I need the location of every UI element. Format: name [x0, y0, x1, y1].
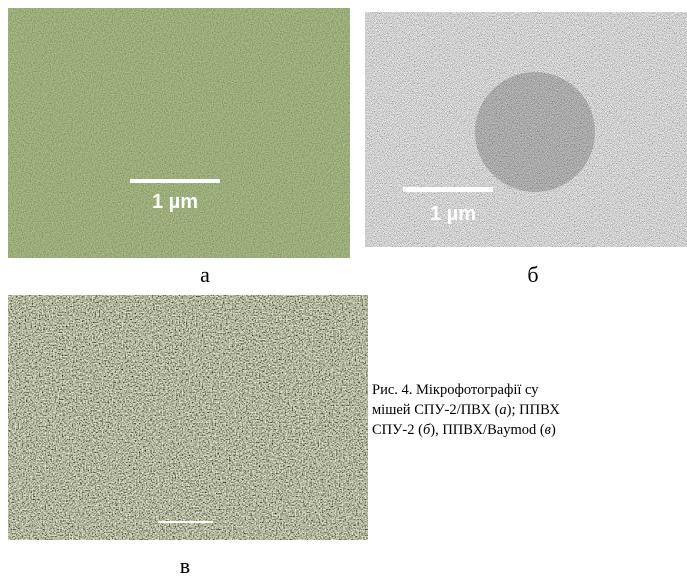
page: 1 µm 1 µm а б в Рис. 4. Мікрофотографії …: [0, 0, 687, 580]
caption-line: мішей СПУ-2/ПВХ (а); ППВХ: [372, 400, 560, 420]
panel-label: а: [185, 262, 225, 288]
caption-italic: а: [499, 402, 506, 418]
scale-label: 1 µm: [430, 203, 476, 225]
caption-line: Рис. 4. Мікрофотографії су: [372, 380, 560, 400]
micrograph-b: 1 µm: [365, 12, 687, 247]
scale-bar: [158, 521, 213, 523]
panel-label: б: [513, 262, 553, 288]
texture: [8, 295, 368, 540]
caption-text: ): [551, 422, 556, 438]
scale-label: 1 µm: [152, 191, 198, 213]
shade: [475, 72, 595, 192]
micrograph-c: [8, 295, 368, 540]
caption-line: СПУ-2 (б), ППВХ/Baymod (в): [372, 420, 560, 440]
micrograph-a: 1 µm: [8, 8, 350, 258]
caption-text: Рис. 4. Мікрофотографії су: [372, 382, 539, 398]
scale-bar: [403, 187, 493, 192]
texture: [8, 8, 350, 258]
caption-text: мішей СПУ-2/ПВХ (: [372, 402, 499, 418]
caption-text: ), ППВХ/Baymod (: [430, 422, 544, 438]
caption-text: ); ППВХ: [507, 402, 560, 418]
panel-label: в: [165, 553, 205, 579]
scale-bar: [130, 179, 220, 183]
caption-text: СПУ-2 (: [372, 422, 423, 438]
caption: Рис. 4. Мікрофотографії су мішей СПУ-2/ПВ…: [372, 380, 560, 440]
